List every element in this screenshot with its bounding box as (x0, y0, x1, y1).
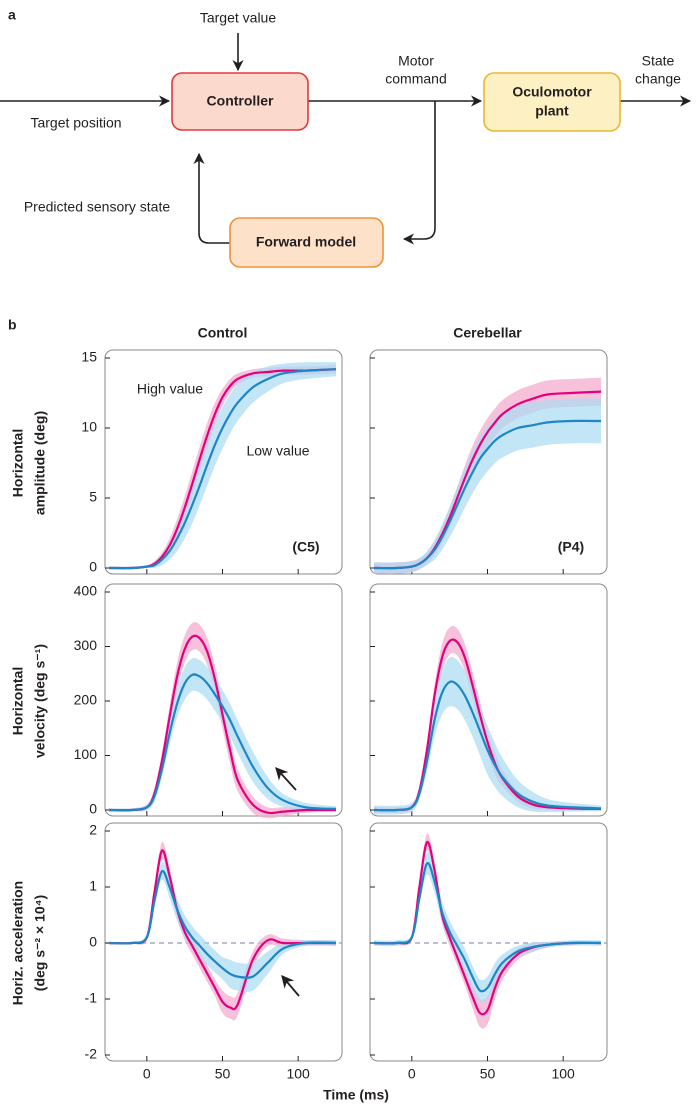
y-tick-label: -1 (85, 990, 98, 1006)
y-tick-label: 10 (81, 419, 97, 435)
y-axis-label: (deg s⁻² × 10⁴) (32, 895, 48, 991)
edge-label: Motor (398, 53, 434, 69)
error-band (374, 625, 601, 813)
y-tick-label: 2 (89, 822, 97, 838)
line (108, 368, 337, 570)
annotation-arrow (281, 975, 300, 997)
panel-note: (C5) (292, 539, 319, 555)
line (373, 680, 602, 812)
x-tick-label: 100 (551, 1066, 575, 1082)
panel-label: b (8, 317, 17, 333)
y-tick-label: 400 (74, 583, 98, 599)
error-band (374, 851, 601, 1003)
panel-label: a (8, 7, 16, 23)
error-band (374, 656, 601, 815)
plant-box (483, 72, 621, 132)
x-tick-label: 0 (408, 1066, 416, 1082)
edge-label: Target value (200, 10, 276, 26)
y-axis-label: velocity (deg s⁻¹) (32, 644, 48, 758)
node-label: plant (535, 103, 569, 119)
y-tick-label: 0 (89, 801, 97, 817)
error-band (109, 862, 336, 992)
node-label: Oculomotor (512, 84, 592, 100)
plot-frame (104, 583, 343, 817)
annotation-arrow (275, 767, 297, 791)
plot-frame (369, 822, 608, 1062)
series-label: High value (137, 381, 203, 397)
y-tick-label: 5 (89, 489, 97, 505)
error-band (374, 833, 601, 1029)
node-label: Forward model (256, 234, 356, 250)
line (108, 673, 337, 812)
y-axis-label: Horizontal (10, 667, 26, 735)
diagram (0, 33, 692, 268)
y-axis-label: Horizontal (10, 429, 26, 497)
y-tick-label: 200 (74, 692, 98, 708)
column-title: Cerebellar (453, 325, 522, 341)
x-tick-label: 50 (215, 1066, 231, 1082)
error-band (109, 658, 336, 812)
panel: 0 50 100 (369, 822, 608, 1082)
line (373, 419, 602, 570)
arrow (402, 101, 436, 245)
controller-box (171, 72, 309, 131)
node-label: Controller (207, 93, 274, 109)
edge-label: State (642, 53, 675, 69)
plot-frame (369, 349, 608, 575)
panel: 0 100 200 300 400 Horizontal velocity (deg s⁻¹… (10, 583, 343, 819)
x-tick-label: 50 (480, 1066, 496, 1082)
y-tick-label: 100 (74, 746, 98, 762)
column-title: Control (198, 325, 248, 341)
line (373, 862, 602, 993)
panel: 0 5 10 15 High value Low value Horizontal ampli… (10, 349, 343, 575)
plot-frame (104, 822, 343, 1062)
x-tick-label: 100 (286, 1066, 310, 1082)
error-band (109, 841, 336, 1021)
panel (369, 583, 608, 817)
line (108, 869, 337, 979)
y-axis-label: amplitude (deg) (32, 411, 48, 515)
y-tick-label: 0 (89, 559, 97, 575)
forward-model-box (229, 217, 384, 268)
x-axis-label: Time (ms) (323, 1087, 389, 1103)
y-tick-label: 300 (74, 637, 98, 653)
plot-frame (104, 349, 343, 575)
x-tick-label: 0 (143, 1066, 151, 1082)
y-tick-label: -2 (85, 1046, 98, 1062)
y-tick-label: 15 (81, 349, 97, 365)
y-tick-label: 0 (89, 934, 97, 950)
edge-label: change (635, 71, 681, 87)
y-axis-label: Horiz. acceleration (10, 881, 26, 1006)
panel-note: (P4) (558, 539, 584, 555)
plot-frame (369, 583, 608, 817)
arrow (193, 152, 230, 244)
edge-label: Predicted sensory state (24, 199, 171, 215)
error-band (374, 377, 601, 574)
line (108, 368, 337, 570)
y-tick-label: 1 (89, 878, 97, 894)
panel: -2 -1 0 1 2 0 50 100 Horiz. acceleration (deg s⁻²… (10, 822, 343, 1082)
line (108, 849, 336, 1011)
series-label: Low value (246, 443, 309, 459)
panel (369, 349, 608, 575)
error-band (374, 398, 601, 574)
line (373, 638, 602, 812)
edge-label: Target position (30, 115, 121, 131)
edge-label: command (385, 71, 446, 87)
